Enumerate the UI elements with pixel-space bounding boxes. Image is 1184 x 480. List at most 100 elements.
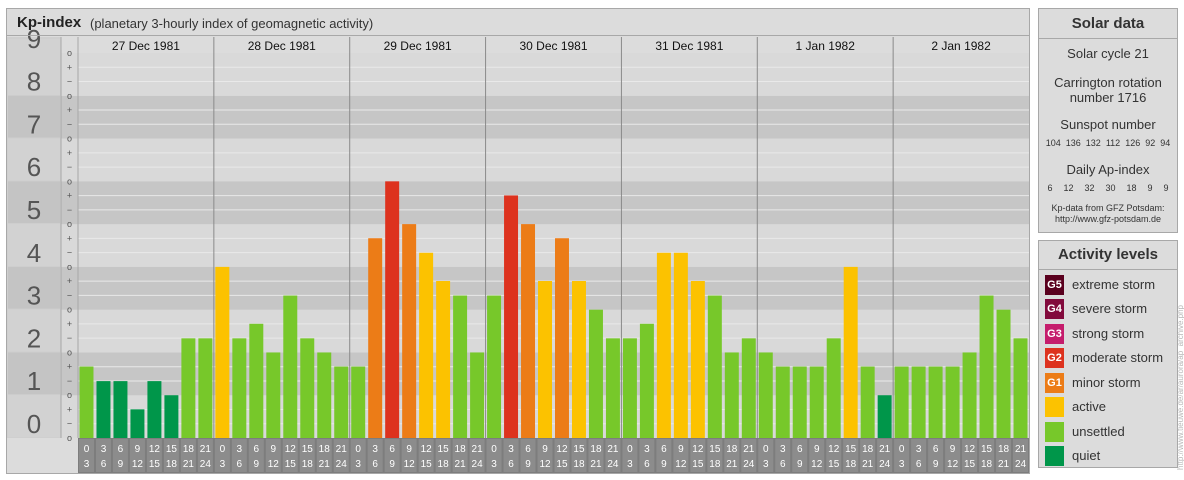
kp-bar (588, 309, 603, 438)
y-tick-label: 6 (27, 152, 41, 182)
source-link[interactable]: http://www.gfz-potsdam.de (1054, 214, 1162, 224)
hour-cell (588, 439, 604, 472)
level-severe-storm: G4 severe storm (1045, 299, 1175, 319)
ap-value: 9 (1147, 183, 1153, 193)
hour-cell (928, 439, 944, 472)
hour-label-top: 0 (355, 444, 361, 455)
kp-bar (232, 338, 247, 438)
hour-label-bottom: 24 (472, 459, 484, 470)
hour-label-top: 12 (556, 444, 568, 455)
y-subtick-label: o (67, 262, 72, 272)
kp-bar (249, 323, 264, 438)
hour-label-top: 0 (220, 444, 226, 455)
hour-label-bottom: 15 (285, 459, 297, 470)
kp-bar (198, 338, 213, 438)
hour-cell (758, 439, 774, 472)
level-label: strong storm (1072, 326, 1145, 341)
ap-value: 12 (1063, 183, 1074, 193)
hour-cell (673, 439, 689, 472)
ap-value: 6 (1047, 183, 1053, 193)
y-tick-label: 7 (27, 109, 41, 139)
hour-cell (554, 439, 570, 472)
hour-label-bottom: 21 (862, 459, 874, 470)
level-swatch (1045, 446, 1064, 466)
hour-label-top: 12 (149, 444, 161, 455)
hour-label-bottom: 21 (998, 459, 1010, 470)
hour-label-top: 3 (237, 444, 243, 455)
hour-label-top: 12 (828, 444, 840, 455)
hour-label-bottom: 12 (675, 459, 687, 470)
hour-cell (843, 439, 859, 472)
kp-bar (741, 338, 756, 438)
hour-cell (350, 439, 366, 472)
source-line1: Kp-data from GFZ Potsdam: (1051, 203, 1165, 213)
hour-cell (435, 439, 451, 472)
level-label: unsettled (1072, 424, 1125, 439)
hour-cell (707, 439, 723, 472)
hour-label-top: 12 (692, 444, 704, 455)
kp-bar (419, 252, 434, 438)
hour-label-bottom: 12 (947, 459, 959, 470)
hour-label-top: 0 (763, 444, 769, 455)
kp-bar (436, 281, 451, 438)
hour-label-bottom: 21 (319, 459, 331, 470)
kp-bar (300, 338, 315, 438)
hour-cell (282, 439, 298, 472)
kp-bar (894, 366, 909, 438)
y-subtick-label: o (67, 48, 72, 58)
hour-label-bottom: 18 (845, 459, 857, 470)
day-label: 2 Jan 1982 (931, 39, 991, 53)
kp-bar (504, 195, 519, 438)
hour-label-top: 0 (84, 444, 90, 455)
hour-label-bottom: 3 (491, 459, 497, 470)
level-label: minor storm (1072, 375, 1141, 390)
hour-label-bottom: 6 (508, 459, 514, 470)
hour-cell (571, 439, 587, 472)
ap-label: Daily Ap-index (1066, 162, 1150, 177)
y-subtick-label: o (67, 305, 72, 315)
kp-bar (470, 352, 485, 438)
y-subtick-label: − (67, 119, 72, 129)
y-subtick-label: + (67, 276, 72, 286)
kp-bar (385, 181, 400, 439)
kp-bar (487, 295, 502, 438)
kp-bar (622, 338, 637, 438)
y-digit-cell (8, 138, 60, 181)
kp-bar (826, 338, 841, 438)
hour-cell (1013, 439, 1028, 472)
hour-label-bottom: 12 (132, 459, 144, 470)
hour-label-top: 6 (254, 444, 260, 455)
kp-bar (571, 281, 586, 438)
level-active: active (1045, 397, 1175, 417)
hour-label-top: 6 (797, 444, 803, 455)
hour-label-bottom: 6 (780, 459, 786, 470)
hour-cell (503, 439, 519, 472)
hour-label-bottom: 24 (743, 459, 755, 470)
solar-data-title: Solar data (1039, 9, 1177, 39)
y-subtick-label: o (67, 91, 72, 101)
kp-bar (673, 252, 688, 438)
kp-bar (605, 338, 620, 438)
kp-bar (690, 281, 705, 438)
watermark-url: http://www.tieuwe.de/ar/aurora/ap_archiv… (1176, 305, 1184, 470)
hour-label-top: 18 (455, 444, 467, 455)
hour-label-bottom: 3 (84, 459, 90, 470)
hour-cell (299, 439, 315, 472)
y-digit-cell (8, 266, 60, 309)
hour-cell (775, 439, 791, 472)
y-subtick-label: − (67, 205, 72, 215)
hour-label-bottom: 24 (1015, 459, 1027, 470)
kp-bar (79, 366, 94, 438)
kp-bar (792, 366, 807, 438)
ap-value: 30 (1105, 183, 1116, 193)
hour-cell (911, 439, 927, 472)
chart-subtitle: (planetary 3-hourly index of geomagnetic… (90, 16, 374, 31)
kp-bar (521, 224, 536, 438)
carrington-line2: number 1716 (1069, 90, 1147, 105)
hour-label-top: 18 (183, 444, 195, 455)
hour-cell (129, 439, 145, 472)
y-tick-label: 5 (27, 195, 41, 225)
level-label: active (1072, 399, 1106, 414)
kp-bar (317, 352, 332, 438)
kp-bar (334, 366, 349, 438)
